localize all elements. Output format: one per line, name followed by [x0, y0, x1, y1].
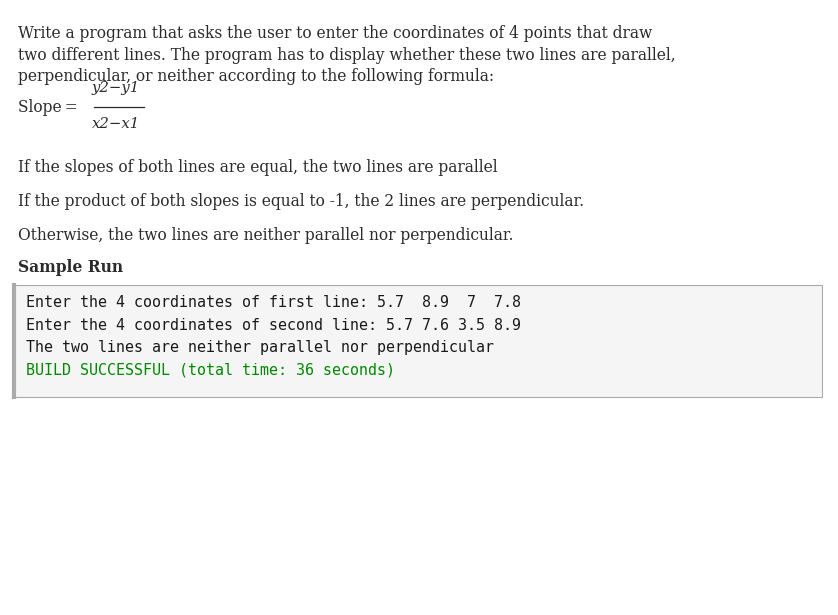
- Text: If the slopes of both lines are equal, the two lines are parallel: If the slopes of both lines are equal, t…: [18, 159, 498, 177]
- Text: Sample Run: Sample Run: [18, 260, 123, 277]
- Text: If the product of both slopes is equal to -1, the 2 lines are perpendicular.: If the product of both slopes is equal t…: [18, 194, 584, 210]
- Text: two different lines. The program has to display whether these two lines are para: two different lines. The program has to …: [18, 47, 675, 63]
- Text: x2−x1: x2−x1: [92, 117, 140, 132]
- Text: y2−y1: y2−y1: [92, 82, 140, 95]
- FancyBboxPatch shape: [14, 285, 822, 397]
- Text: The two lines are neither parallel nor perpendicular: The two lines are neither parallel nor p…: [26, 341, 494, 355]
- Text: Otherwise, the two lines are neither parallel nor perpendicular.: Otherwise, the two lines are neither par…: [18, 228, 514, 245]
- Text: Enter the 4 coordinates of second line: 5.7 7.6 3.5 8.9: Enter the 4 coordinates of second line: …: [26, 318, 521, 333]
- Text: Write a program that asks the user to enter the coordinates of 4 points that dra: Write a program that asks the user to en…: [18, 25, 652, 42]
- Text: BUILD SUCCESSFUL (total time: 36 seconds): BUILD SUCCESSFUL (total time: 36 seconds…: [26, 363, 395, 378]
- Text: Slope =: Slope =: [18, 99, 78, 116]
- Text: perpendicular, or neither according to the following formula:: perpendicular, or neither according to t…: [18, 68, 494, 85]
- Text: Enter the 4 coordinates of first line: 5.7  8.9  7  7.8: Enter the 4 coordinates of first line: 5…: [26, 295, 521, 311]
